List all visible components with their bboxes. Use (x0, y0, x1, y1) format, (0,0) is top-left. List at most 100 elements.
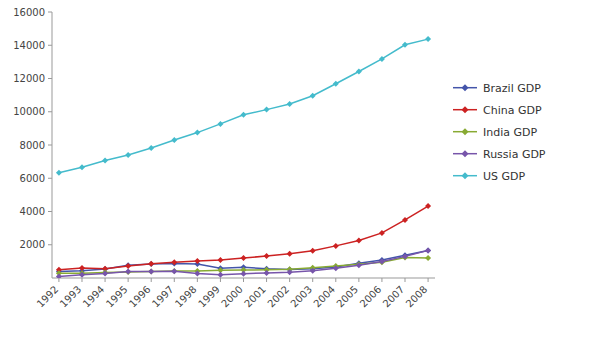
y-tick-label: 16000 (13, 7, 45, 18)
marker (379, 259, 385, 265)
marker (217, 272, 223, 278)
x-tick (335, 278, 336, 282)
x-tick (428, 278, 429, 282)
x-tick-label: 1994 (81, 284, 107, 310)
y-tick (48, 12, 52, 13)
marker (171, 137, 177, 143)
x-tick (58, 278, 59, 282)
marker (217, 121, 223, 127)
legend-item: China GDP (453, 104, 542, 117)
marker (264, 253, 270, 259)
marker (125, 268, 131, 274)
marker (402, 217, 408, 223)
axes: 2000400060008000100001200014000160001992… (13, 7, 435, 310)
marker (425, 255, 431, 261)
y-tick-label: 10000 (13, 106, 45, 117)
y-tick (48, 211, 52, 212)
x-tick (312, 278, 313, 282)
marker (241, 271, 247, 277)
legend-item: Brazil GDP (453, 82, 541, 95)
marker (56, 274, 62, 278)
marker (125, 262, 131, 268)
marker (171, 259, 177, 265)
legend-label: Brazil GDP (483, 82, 541, 95)
y-tick (48, 111, 52, 112)
marker (425, 248, 431, 254)
marker (333, 243, 339, 249)
x-tick (105, 278, 106, 282)
x-tick (381, 278, 382, 282)
legend: Brazil GDPChina GDPIndia GDPRussia GDPUS… (453, 82, 546, 183)
marker (264, 107, 270, 113)
y-tick-label: 2000 (20, 239, 45, 250)
x-tick (151, 278, 152, 282)
line (59, 250, 428, 276)
y-tick (48, 45, 52, 46)
marker (287, 251, 293, 257)
x-tick (289, 278, 290, 282)
marker (125, 152, 131, 158)
marker (171, 268, 177, 274)
x-tick (266, 278, 267, 282)
marker (310, 93, 316, 99)
x-tick-label: 1996 (127, 284, 153, 310)
marker (379, 259, 385, 265)
marker (425, 247, 431, 253)
marker (310, 248, 316, 254)
marker (241, 255, 247, 261)
marker (333, 81, 339, 87)
x-tick (405, 278, 406, 282)
x-tick (128, 278, 129, 282)
x-tick (243, 278, 244, 282)
line (59, 206, 428, 270)
y-tick-label: 12000 (13, 73, 45, 84)
marker (79, 265, 85, 271)
legend-item: Russia GDP (453, 148, 546, 161)
legend-label: Russia GDP (483, 148, 546, 161)
x-tick-label: 1999 (196, 284, 222, 310)
marker (287, 269, 293, 275)
marker (79, 272, 85, 278)
marker (125, 269, 131, 275)
legend-marker (462, 84, 469, 91)
series (56, 248, 431, 275)
series (56, 36, 431, 176)
y-tick (48, 244, 52, 245)
marker (148, 268, 154, 274)
x-tick-label: 2002 (265, 284, 291, 310)
marker (402, 42, 408, 48)
marker (148, 145, 154, 151)
marker (379, 230, 385, 236)
marker (425, 36, 431, 42)
marker (194, 258, 200, 264)
y-tick (48, 145, 52, 146)
marker (171, 268, 177, 274)
y-tick-label: 14000 (13, 40, 45, 51)
x-tick-label: 2006 (358, 284, 384, 310)
legend-label: China GDP (483, 104, 542, 117)
legend-item: US GDP (453, 170, 526, 183)
marker (148, 268, 154, 274)
chart: 2000400060008000100001200014000160001992… (0, 0, 605, 340)
y-tick-label: 4000 (20, 206, 45, 217)
marker (264, 270, 270, 276)
x-tick-label: 1993 (58, 284, 84, 310)
y-tick (48, 178, 52, 179)
legend-marker (462, 150, 469, 157)
marker (402, 253, 408, 259)
x-tick-label: 1995 (104, 284, 130, 310)
x-tick (197, 278, 198, 282)
y-tick-label: 8000 (20, 140, 45, 151)
marker (241, 112, 247, 118)
line (59, 39, 428, 173)
marker (194, 271, 200, 277)
series (56, 247, 431, 278)
marker (379, 56, 385, 62)
x-tick-label: 2003 (288, 284, 314, 310)
x-tick-label: 1992 (35, 284, 61, 310)
marker (79, 164, 85, 170)
x-tick-label: 1998 (173, 284, 199, 310)
legend-marker (462, 172, 469, 179)
marker (287, 101, 293, 107)
marker (102, 270, 108, 276)
